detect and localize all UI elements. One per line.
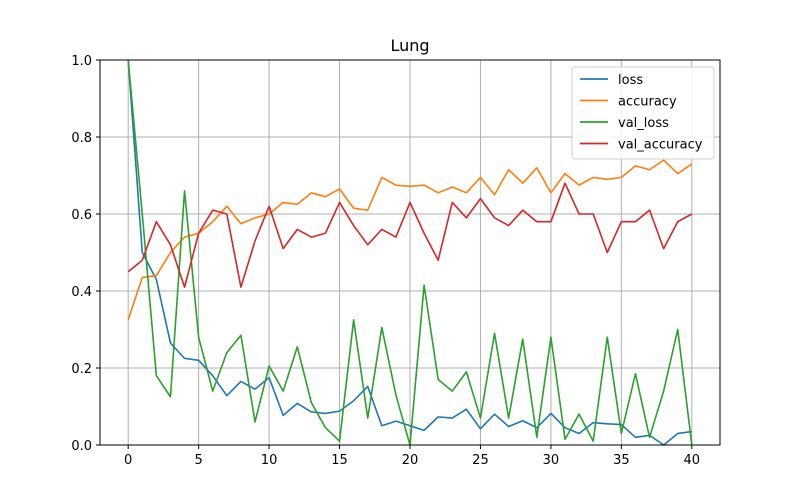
y-tick-label: 0.8 — [71, 131, 92, 146]
x-tick-label: 40 — [684, 453, 701, 468]
legend-label: val_accuracy — [618, 138, 703, 153]
y-tick-label: 1.0 — [71, 54, 92, 69]
y-tick-label: 0.4 — [71, 285, 92, 300]
x-tick-label: 35 — [613, 453, 630, 468]
x-tick-label: 25 — [472, 453, 489, 468]
x-tick-label: 0 — [124, 453, 132, 468]
x-tick-label: 10 — [261, 453, 278, 468]
chart-title: Lung — [390, 36, 429, 55]
legend: loss accuracy val_loss val_accuracy — [571, 66, 715, 160]
y-tick-label: 0.2 — [71, 362, 92, 377]
y-tick-label: 0.6 — [71, 208, 92, 223]
series-line-accuracy — [127, 159, 693, 321]
y-tick-label: 0.0 — [71, 439, 92, 454]
x-tick-label: 30 — [543, 453, 560, 468]
y-axis: 0.0 0.2 0.4 0.6 0.8 1.0 — [71, 54, 100, 454]
x-tick-label: 5 — [194, 453, 202, 468]
x-tick-label: 20 — [402, 453, 419, 468]
legend-box — [571, 66, 715, 160]
series-line-loss — [127, 59, 692, 446]
series-line-val-accuracy — [127, 182, 693, 288]
x-axis: 0 5 10 15 20 25 30 35 40 — [124, 445, 700, 468]
x-tick-label: 15 — [331, 453, 348, 468]
legend-label: val_loss — [618, 116, 669, 131]
legend-label: accuracy — [618, 95, 677, 110]
legend-label: loss — [618, 73, 643, 88]
